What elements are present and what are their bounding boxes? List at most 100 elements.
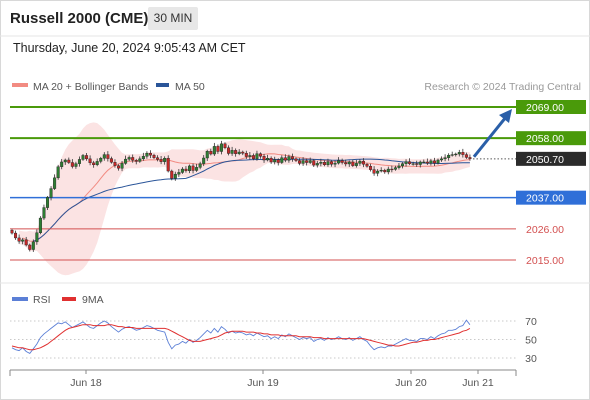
candle-body: [127, 157, 131, 160]
candle-body: [227, 147, 231, 154]
candle-body: [315, 163, 319, 166]
candle-body: [180, 168, 184, 173]
candle-body: [152, 154, 156, 158]
candle-body: [223, 143, 227, 148]
candle-body: [383, 169, 387, 173]
x-tick-label: Jun 18: [70, 377, 102, 389]
candle-body: [95, 161, 99, 165]
candle-body: [436, 159, 440, 164]
candle-body: [283, 157, 287, 161]
resistance-label: 2069.00: [526, 102, 564, 114]
rsi-panel: 70 50 30: [10, 316, 537, 365]
candle-body: [184, 168, 188, 171]
candle-body: [67, 159, 71, 163]
candle-body: [21, 239, 25, 242]
candle-body: [290, 156, 294, 160]
candle-body: [468, 157, 472, 160]
candle-body: [397, 165, 401, 168]
candle-body: [219, 143, 223, 152]
support-tag: [516, 190, 586, 205]
candle-body: [202, 157, 206, 164]
candle-body: [326, 161, 330, 166]
candle-body: [241, 151, 245, 154]
candle-body: [170, 170, 174, 179]
candle-body: [198, 163, 202, 168]
bollinger-bands: [19, 122, 470, 276]
candle-body: [308, 160, 312, 163]
forecast-arrow-head: [499, 109, 512, 123]
timestamp: Thursday, June 20, 2024 9:05:43 AM CET: [13, 41, 246, 55]
chart-header: Russell 2000 (CME) 30 MIN: [0, 0, 590, 36]
candle-body: [369, 166, 373, 170]
rsi-tick-label: 50: [525, 335, 537, 347]
candle-body: [38, 217, 42, 233]
candle-body: [305, 160, 309, 163]
candle-body: [411, 163, 415, 165]
candle-body: [330, 161, 334, 165]
candle-body: [35, 232, 39, 243]
candle-body: [393, 167, 397, 170]
candle-body: [177, 172, 181, 175]
instrument-title: Russell 2000 (CME): [10, 10, 149, 27]
candle-body: [99, 158, 103, 162]
candle-body: [163, 158, 167, 162]
candle-body: [322, 162, 326, 165]
price-levels: 2069.00 2058.00 2050.70 2037.00 2026.00 2015.…: [10, 100, 586, 267]
ma50-line: [33, 158, 470, 242]
candle-body: [244, 152, 248, 157]
candle-body: [212, 146, 216, 155]
candle-body: [70, 162, 74, 167]
candle-body: [447, 154, 451, 158]
candle-body: [88, 158, 92, 164]
candle-body: [425, 161, 429, 164]
candle-body: [457, 152, 461, 155]
candle-body: [237, 151, 241, 154]
candle-body: [354, 163, 358, 166]
candle-body: [361, 160, 365, 165]
legend-swatch-9ma: [62, 297, 76, 301]
candle-body: [102, 154, 106, 159]
candle-body: [74, 163, 78, 167]
rsi-9ma-line: [11, 324, 471, 351]
candle-body: [141, 156, 145, 160]
candle-body: [63, 159, 67, 163]
candle-body: [450, 154, 454, 156]
legend-label-ma20: MA 20 + Bollinger Bands: [33, 81, 148, 93]
candle-body: [77, 159, 81, 164]
candle-body: [266, 158, 270, 161]
candle-body: [10, 230, 14, 234]
forecast-arrow: [472, 109, 512, 158]
candle-body: [113, 162, 117, 166]
rsi-tick-label: 30: [525, 353, 537, 365]
data-credit: Research © 2024 Trading Central: [424, 81, 581, 93]
candle-body: [255, 153, 259, 160]
candle-body: [230, 150, 234, 154]
candle-body: [312, 160, 316, 166]
legend-label-rsi: RSI: [33, 294, 51, 306]
candle-body: [106, 154, 110, 159]
candle-body: [205, 150, 209, 159]
candle-body: [173, 173, 177, 179]
candle-body: [85, 155, 89, 160]
candle-body: [195, 167, 199, 171]
candle-body: [53, 177, 57, 189]
candle-body: [81, 155, 85, 160]
candle-body: [262, 156, 266, 161]
candle-body: [120, 163, 124, 169]
candle-body: [156, 157, 160, 160]
candle-body: [49, 188, 53, 198]
candle-body: [294, 158, 298, 161]
candle-body: [390, 168, 394, 171]
candle-body: [344, 162, 348, 165]
timeframe-button[interactable]: 30 MIN: [148, 7, 198, 30]
legend-swatch-ma50: [156, 83, 169, 87]
candle-body: [429, 160, 433, 164]
candle-body: [418, 161, 422, 165]
legend-swatch-rsi: [12, 297, 28, 301]
candle-body: [440, 158, 444, 161]
forecast-arrow-shaft: [472, 116, 508, 158]
candlesticks: [10, 140, 472, 252]
candle-body: [287, 156, 291, 161]
candle-body: [443, 157, 447, 160]
